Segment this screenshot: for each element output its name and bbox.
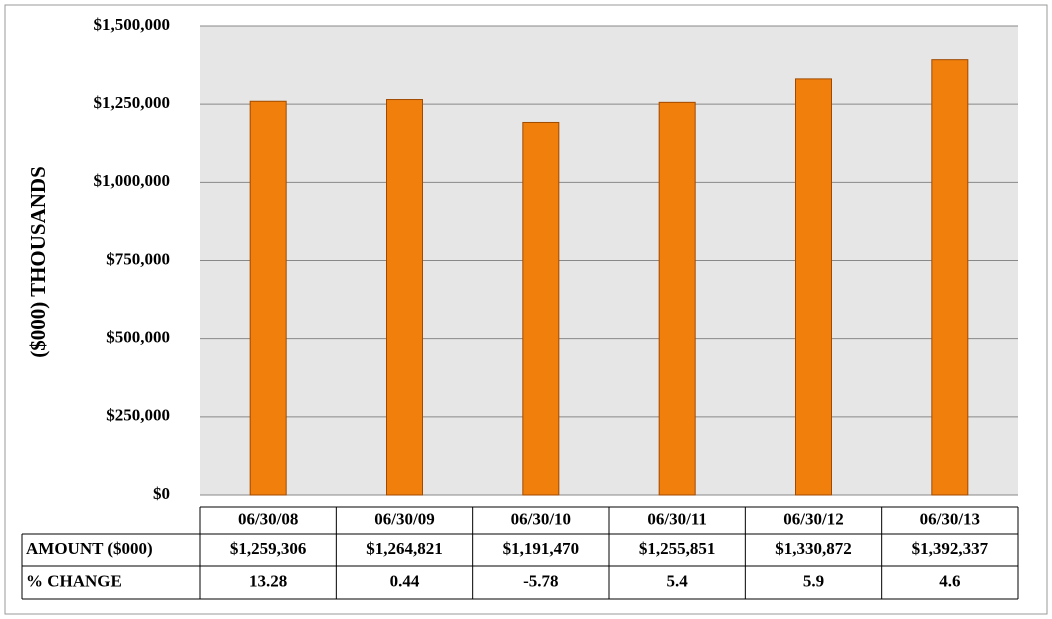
amount-cell: $1,191,470: [503, 539, 580, 558]
amount-cell: $1,255,851: [639, 539, 716, 558]
x-tick-label: 06/30/11: [647, 509, 707, 528]
bar: [795, 78, 832, 496]
change-cell: 4.6: [939, 571, 960, 590]
amount-cell: $1,264,821: [366, 539, 443, 558]
change-cell: -5.78: [523, 571, 558, 590]
change-cell: 5.4: [667, 571, 689, 590]
bar: [931, 59, 969, 496]
y-tick-label: $0: [153, 484, 170, 503]
y-tick-label: $1,000,000: [94, 171, 171, 190]
row-label: AMOUNT ($000): [26, 539, 153, 558]
change-cell: 0.44: [390, 571, 420, 590]
x-tick-label: 06/30/09: [374, 509, 434, 528]
bar: [658, 101, 696, 496]
bar: [249, 100, 287, 496]
row-label: % CHANGE: [26, 571, 122, 590]
x-tick-label: 06/30/13: [920, 509, 980, 528]
amount-cell: $1,259,306: [230, 539, 307, 558]
y-tick-label: $750,000: [106, 249, 170, 268]
x-tick-label: 06/30/08: [238, 509, 298, 528]
y-axis-label: ($000) THOUSANDS: [26, 166, 50, 358]
change-cell: 13.28: [249, 571, 287, 590]
x-tick-label: 06/30/10: [511, 509, 571, 528]
y-tick-label: $500,000: [106, 328, 170, 347]
y-tick-label: $1,500,000: [94, 15, 171, 34]
bar: [386, 99, 423, 496]
y-tick-label: $250,000: [106, 406, 170, 425]
bar: [522, 121, 560, 496]
amount-cell: $1,392,337: [912, 539, 989, 558]
amount-cell: $1,330,872: [775, 539, 852, 558]
x-tick-label: 06/30/12: [783, 509, 843, 528]
y-tick-label: $1,250,000: [94, 93, 171, 112]
change-cell: 5.9: [803, 571, 824, 590]
